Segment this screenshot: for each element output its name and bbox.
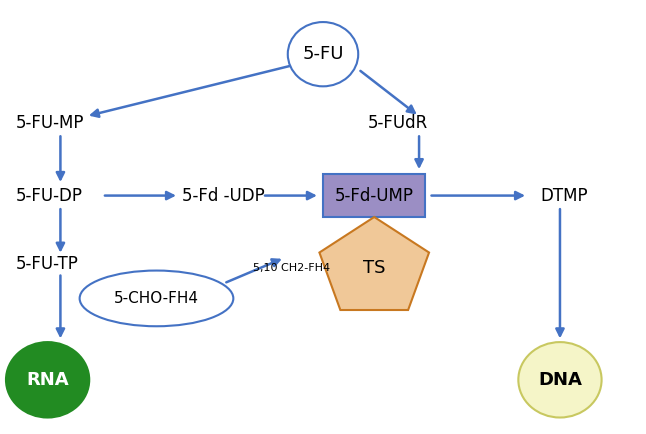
Text: 5-FU-DP: 5-FU-DP	[16, 187, 83, 204]
Text: RNA: RNA	[26, 371, 69, 389]
Text: 5-FU: 5-FU	[302, 45, 344, 63]
Text: TS: TS	[363, 260, 386, 277]
Text: 5-CHO-FH4: 5-CHO-FH4	[114, 291, 199, 306]
Ellipse shape	[79, 270, 233, 326]
Ellipse shape	[6, 342, 89, 418]
Text: DNA: DNA	[538, 371, 582, 389]
Text: 5-FU-TP: 5-FU-TP	[16, 255, 78, 273]
Text: 5,10 CH2-FH4: 5,10 CH2-FH4	[253, 263, 329, 273]
Text: 5-FU-MP: 5-FU-MP	[16, 114, 84, 132]
Text: 5-Fd -UDP: 5-Fd -UDP	[182, 187, 265, 204]
Polygon shape	[319, 217, 429, 310]
FancyBboxPatch shape	[323, 174, 426, 217]
Ellipse shape	[518, 342, 601, 418]
Text: 5-FUdR: 5-FUdR	[368, 114, 428, 132]
Text: DTMP: DTMP	[541, 187, 589, 204]
Text: 5-Fd-UMP: 5-Fd-UMP	[335, 187, 413, 204]
Ellipse shape	[287, 22, 359, 86]
